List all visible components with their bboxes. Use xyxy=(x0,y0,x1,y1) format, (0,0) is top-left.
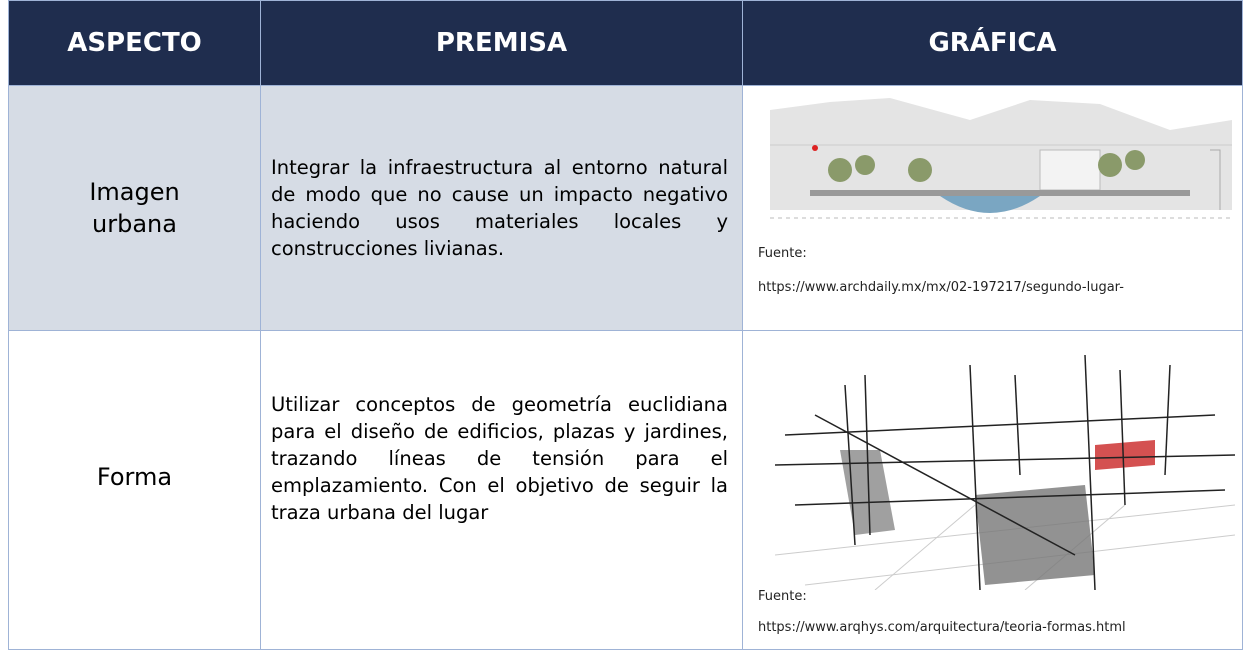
geometry-image xyxy=(775,355,1235,590)
header-cell: GRÁFICA xyxy=(742,0,1243,86)
aspect: Forma xyxy=(96,463,173,491)
source-label: Fuente: xyxy=(758,246,807,261)
aspect: Imagen urbana xyxy=(89,178,180,238)
source-url: https://www.arqhys.com/arquitectura/teor… xyxy=(758,620,1126,635)
aspect-cell: Forma xyxy=(8,330,261,650)
premise: Utilizar conceptos de geometría euclidia… xyxy=(271,393,728,524)
header-cell: ASPECTO xyxy=(8,0,261,86)
source-label: Fuente: xyxy=(758,589,807,604)
header-cell: PREMISA xyxy=(260,0,743,86)
premise-cell: Utilizar conceptos de geometría euclidia… xyxy=(260,330,743,650)
premise: Integrar la infraestructura al entorno n… xyxy=(271,156,728,260)
table: ASPECTO PREMISA GRÁFICA Imagen urbana In… xyxy=(8,0,1243,650)
aspect-cell: Imagen urbana xyxy=(8,85,261,331)
premise-cell: Integrar la infraestructura al entorno n… xyxy=(260,85,743,331)
section-image xyxy=(770,90,1232,240)
source-url: https://www.archdaily.mx/mx/02-197217/se… xyxy=(758,280,1124,295)
